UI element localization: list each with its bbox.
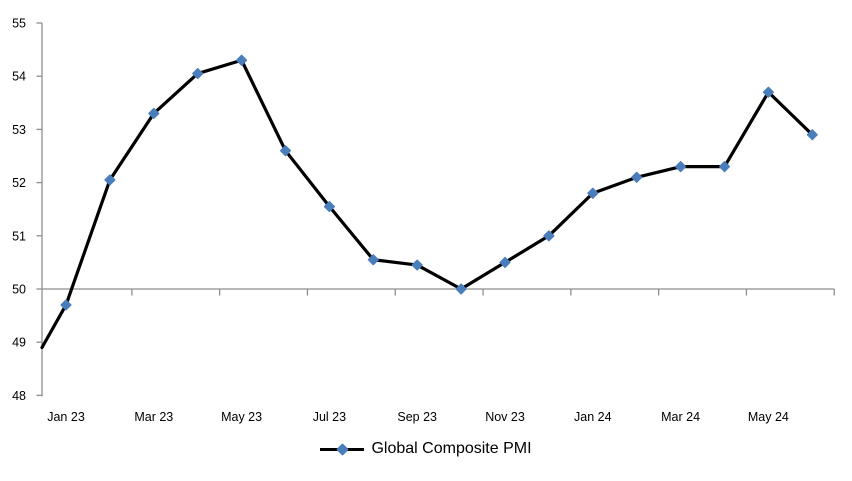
x-tick-label: May 24 bbox=[748, 410, 789, 424]
y-tick-label: 55 bbox=[12, 17, 26, 31]
legend: Global Composite PMI bbox=[0, 441, 852, 457]
y-tick-label: 52 bbox=[12, 176, 26, 190]
x-tick-label: Jan 24 bbox=[574, 410, 612, 424]
pmi-marker-apr-24 bbox=[718, 161, 731, 173]
legend-key bbox=[320, 442, 365, 456]
y-tick-label: 51 bbox=[12, 229, 26, 243]
x-tick-label: Jan 23 bbox=[47, 410, 85, 424]
pmi-marker-apr-23 bbox=[192, 67, 204, 80]
pmi-marker-may-23 bbox=[236, 54, 248, 66]
pmi-marker-feb-24 bbox=[631, 171, 643, 183]
pmi-marker-may-24 bbox=[762, 86, 774, 98]
pmi-marker-jan-24 bbox=[587, 187, 599, 199]
pmi-marker-oct-23 bbox=[455, 283, 467, 295]
legend-label: Global Composite PMI bbox=[371, 440, 532, 457]
pmi-marker-mar-24 bbox=[675, 161, 687, 173]
x-tick-label: Mar 23 bbox=[134, 410, 173, 424]
x-tick-label: Jul 23 bbox=[313, 410, 346, 424]
x-tick-label: May 23 bbox=[221, 410, 262, 424]
pmi-marker-sep-23 bbox=[411, 259, 423, 271]
pmi-marker-feb-23 bbox=[104, 174, 116, 186]
plot-area: 48 49 50 51 52 53 54 55 Jan 23 Mar 23 May 23 Jul 23… bbox=[12, 17, 835, 424]
y-tick-label: 50 bbox=[12, 283, 26, 297]
pmi-marker-dec-23 bbox=[543, 230, 555, 242]
y-tick-label: 54 bbox=[12, 70, 26, 84]
pmi-marker-aug-23 bbox=[367, 254, 379, 266]
pmi-marker-nov-23 bbox=[499, 256, 511, 268]
pmi-marker-jul-23 bbox=[323, 200, 335, 213]
pmi-series-line bbox=[40, 58, 814, 350]
y-tick-label: 49 bbox=[12, 336, 26, 350]
pmi-marker-mar-23 bbox=[148, 107, 160, 119]
pmi-marker-jun-23 bbox=[279, 145, 292, 157]
x-tick-label: Nov 23 bbox=[485, 410, 525, 424]
y-tick-label: 53 bbox=[12, 123, 26, 137]
y-tick-label: 48 bbox=[12, 389, 26, 403]
legend-diamond-marker-icon bbox=[336, 442, 349, 456]
x-tick-label: Mar 24 bbox=[661, 410, 700, 424]
x-tick-label: Sep 23 bbox=[397, 410, 437, 424]
pmi-marker-jan-23 bbox=[60, 299, 72, 311]
pmi-marker-jun-24 bbox=[806, 129, 818, 141]
